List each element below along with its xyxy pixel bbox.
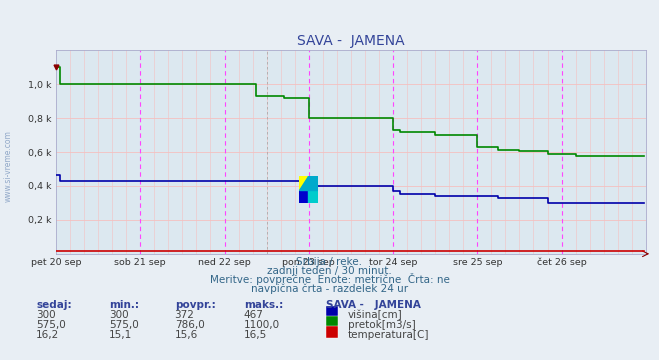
Bar bbox=[299, 190, 308, 203]
Text: Srbija / reke.: Srbija / reke. bbox=[297, 257, 362, 267]
Text: www.si-vreme.com: www.si-vreme.com bbox=[3, 130, 13, 202]
Text: 15,6: 15,6 bbox=[175, 330, 198, 340]
Polygon shape bbox=[299, 176, 308, 190]
Text: navpična črta - razdelek 24 ur: navpična črta - razdelek 24 ur bbox=[251, 283, 408, 294]
Text: zadnji teden / 30 minut.: zadnji teden / 30 minut. bbox=[267, 266, 392, 276]
Text: sedaj:: sedaj: bbox=[36, 300, 72, 310]
Bar bbox=[308, 176, 318, 190]
Text: višina[cm]: višina[cm] bbox=[348, 310, 403, 320]
Text: 372: 372 bbox=[175, 310, 194, 320]
Text: temperatura[C]: temperatura[C] bbox=[348, 330, 430, 340]
Text: min.:: min.: bbox=[109, 300, 139, 310]
Text: 575,0: 575,0 bbox=[109, 320, 138, 330]
Text: 300: 300 bbox=[36, 310, 56, 320]
Text: 467: 467 bbox=[244, 310, 264, 320]
Text: 16,5: 16,5 bbox=[244, 330, 267, 340]
Text: pretok[m3/s]: pretok[m3/s] bbox=[348, 320, 416, 330]
Text: SAVA -   JAMENA: SAVA - JAMENA bbox=[326, 300, 421, 310]
Text: Meritve: povprečne  Enote: metrične  Črta: ne: Meritve: povprečne Enote: metrične Črta:… bbox=[210, 273, 449, 285]
Text: 16,2: 16,2 bbox=[36, 330, 59, 340]
Title: SAVA -  JAMENA: SAVA - JAMENA bbox=[297, 34, 405, 48]
Text: maks.:: maks.: bbox=[244, 300, 283, 310]
Text: 15,1: 15,1 bbox=[109, 330, 132, 340]
Text: 1100,0: 1100,0 bbox=[244, 320, 280, 330]
Text: 575,0: 575,0 bbox=[36, 320, 66, 330]
Text: 786,0: 786,0 bbox=[175, 320, 204, 330]
Polygon shape bbox=[299, 176, 308, 190]
Bar bbox=[308, 190, 318, 203]
Text: povpr.:: povpr.: bbox=[175, 300, 215, 310]
Text: 300: 300 bbox=[109, 310, 129, 320]
